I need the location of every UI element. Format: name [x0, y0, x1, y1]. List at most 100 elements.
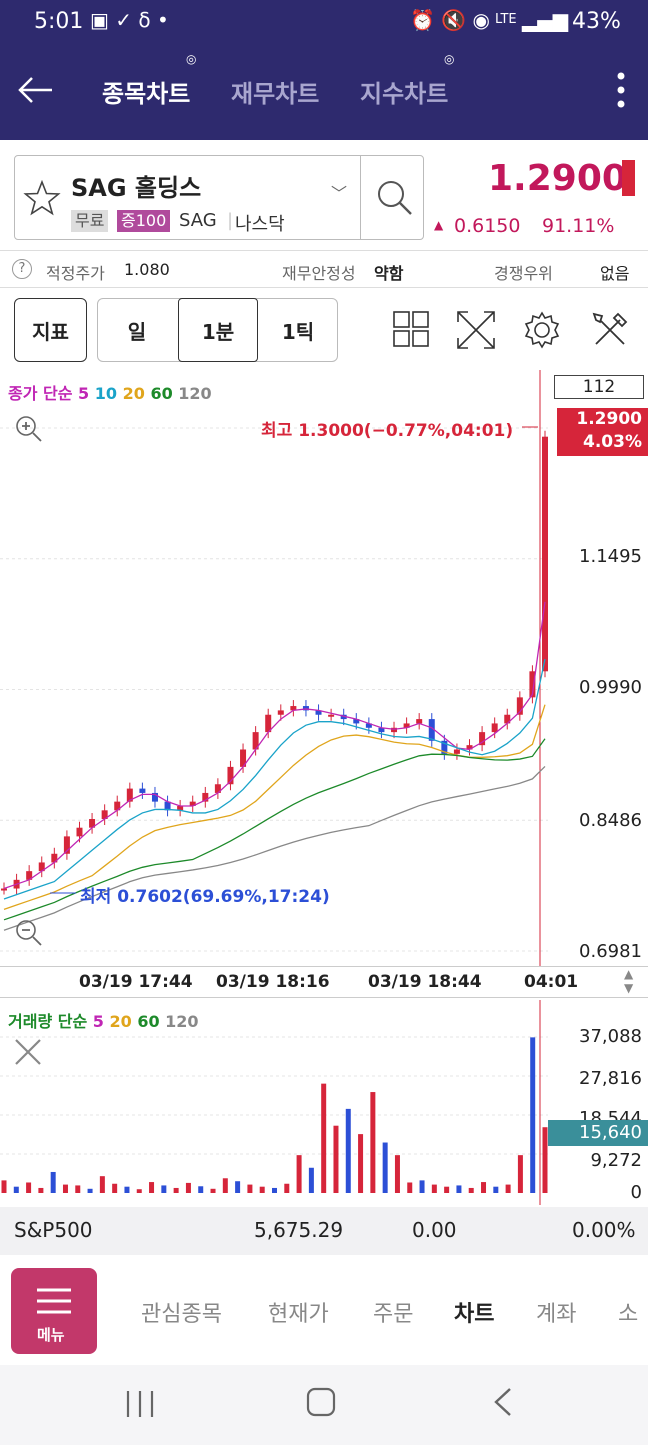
- stability-label: 재무안정성: [282, 264, 356, 283]
- low-label: 최저 0.7602(69.69%,17:24): [80, 887, 330, 907]
- current-volume-tag: 15,640: [548, 1120, 648, 1146]
- status-time: 5:01: [34, 9, 84, 34]
- vol-legend-label: 거래량 단순: [8, 1012, 88, 1031]
- volume-bar: [149, 1182, 155, 1193]
- nav-current-price[interactable]: 현재가: [268, 1302, 329, 1327]
- volume-bar: [272, 1187, 277, 1193]
- price-change: 0.6150: [454, 215, 521, 237]
- tab-stock-chart[interactable]: 종목차트: [102, 80, 191, 108]
- nav-watchlist[interactable]: 관심종목: [141, 1302, 222, 1327]
- current-price: 1.2900: [488, 158, 627, 199]
- tag-margin: 증100: [117, 210, 171, 232]
- volume-bar: [247, 1184, 253, 1193]
- volume-chart-svg[interactable]: [0, 1000, 648, 1205]
- volume-bar: [444, 1186, 450, 1193]
- candle-body: [365, 723, 372, 728]
- tab-index-chart[interactable]: 지수차트: [360, 80, 449, 108]
- price-chart-svg[interactable]: [0, 370, 648, 966]
- volume-bar: [1, 1180, 7, 1193]
- more-menu-icon[interactable]: [614, 70, 628, 110]
- recents-icon[interactable]: [124, 1387, 156, 1421]
- candle-body: [277, 710, 284, 715]
- candle-body: [428, 719, 435, 741]
- tools-icon[interactable]: [590, 310, 630, 350]
- moving-average-line: [3, 658, 546, 900]
- price-change-pct: 91.11%: [542, 215, 615, 237]
- candle-body: [290, 706, 297, 711]
- tag-free: 무료: [71, 210, 109, 232]
- system-icons: ⏰ 🔇 ◉: [410, 8, 490, 32]
- axis-resize-icon[interactable]: ▲ ▼: [624, 967, 634, 995]
- volume-chart[interactable]: 거래량 단순 5 20 60 120 37,088 27,816 18,544 …: [0, 1000, 648, 1205]
- moving-average-line: [3, 601, 546, 890]
- fullscreen-icon[interactable]: [456, 310, 496, 350]
- current-price-tag-pct: 4.03%: [583, 432, 642, 452]
- vol-legend-ma20: 20: [109, 1012, 132, 1031]
- candle-body: [479, 732, 486, 746]
- candle-body: [441, 740, 448, 754]
- close-icon[interactable]: [10, 1034, 46, 1070]
- volume-bar: [222, 1178, 228, 1193]
- nav-more[interactable]: 소: [618, 1302, 639, 1327]
- settings-gear-icon[interactable]: [522, 310, 562, 350]
- candle-body: [126, 788, 133, 802]
- volume-bar: [99, 1176, 105, 1193]
- search-button[interactable]: [360, 156, 424, 239]
- stock-selector[interactable]: SAG 홀딩스 무료 증100 SAG | 나스닥 ﹀: [14, 155, 424, 240]
- search-icon: [378, 181, 412, 215]
- nav-order[interactable]: 주문: [373, 1302, 414, 1327]
- help-icon[interactable]: ?: [12, 259, 32, 279]
- home-icon[interactable]: [304, 1385, 338, 1419]
- volume-bar: [13, 1186, 19, 1193]
- menu-button[interactable]: 메뉴: [11, 1268, 97, 1354]
- favorite-star-icon[interactable]: [23, 180, 61, 216]
- candle-body: [89, 819, 96, 828]
- vol-tick-2: 27,816: [579, 1068, 642, 1089]
- volume-bar: [542, 1127, 548, 1193]
- volume-bar: [87, 1188, 93, 1193]
- indicator-button[interactable]: 지표: [14, 298, 87, 362]
- candle-body: [403, 723, 410, 728]
- back-icon[interactable]: [488, 1385, 518, 1419]
- index-pct: 0.00%: [572, 1218, 636, 1242]
- period-1tick-button[interactable]: 1틱: [281, 319, 315, 344]
- moving-average-line: [3, 738, 546, 921]
- price-chart[interactable]: 종가 단순 5 10 20 60 120 112 최고 1.3000(−0.77…: [0, 370, 648, 966]
- fair-price-label: 적정주가: [46, 264, 105, 283]
- back-arrow-icon[interactable]: [16, 74, 56, 106]
- period-1min-button[interactable]: 1분: [178, 298, 258, 362]
- index-change: 0.00: [412, 1218, 457, 1242]
- period-day-button[interactable]: 일: [127, 319, 147, 344]
- y-tick-2: 0.9990: [579, 677, 642, 698]
- candle-body: [214, 784, 221, 793]
- volume-bar: [345, 1108, 351, 1193]
- top-nav: 종목차트 ◎ 재무차트 지수차트 ◎: [0, 44, 648, 140]
- time-axis: 03/19 17:44 03/19 18:16 03/19 18:44 04:0…: [0, 966, 648, 998]
- zoom-out-icon[interactable]: [14, 918, 44, 948]
- volume-bar: [235, 1181, 241, 1193]
- candle-body: [1, 888, 7, 891]
- moving-average-line: [3, 765, 546, 931]
- tab-financial-chart[interactable]: 재무차트: [231, 80, 320, 108]
- competition-label: 경쟁우위: [494, 264, 553, 283]
- volume-bar: [26, 1182, 32, 1193]
- vol-tick-4: 9,272: [590, 1150, 642, 1171]
- volume-bar: [456, 1185, 462, 1193]
- legend-label: 종가 단순: [8, 384, 73, 403]
- volume-bar: [394, 1155, 400, 1193]
- y-tick-4: 0.6981: [579, 941, 642, 962]
- stock-name: SAG 홀딩스: [71, 174, 202, 202]
- battery-text: 43%: [572, 9, 621, 34]
- layout-grid-icon[interactable]: [392, 310, 430, 348]
- index-ticker-bar[interactable]: S&P500 5,675.29 0.00 0.00%: [0, 1207, 648, 1255]
- candle-body: [378, 727, 385, 733]
- current-price-tag: 1.2900 4.03%: [557, 408, 648, 456]
- nav-account[interactable]: 계좌: [536, 1302, 577, 1327]
- chevron-down-icon[interactable]: ﹀: [331, 184, 348, 203]
- candle-body: [38, 862, 45, 872]
- share-icon-2: ◎: [444, 52, 455, 66]
- nav-chart[interactable]: 차트: [454, 1302, 495, 1327]
- candle-body: [76, 827, 83, 837]
- volume-bar: [112, 1183, 118, 1193]
- zoom-in-icon[interactable]: [14, 414, 44, 444]
